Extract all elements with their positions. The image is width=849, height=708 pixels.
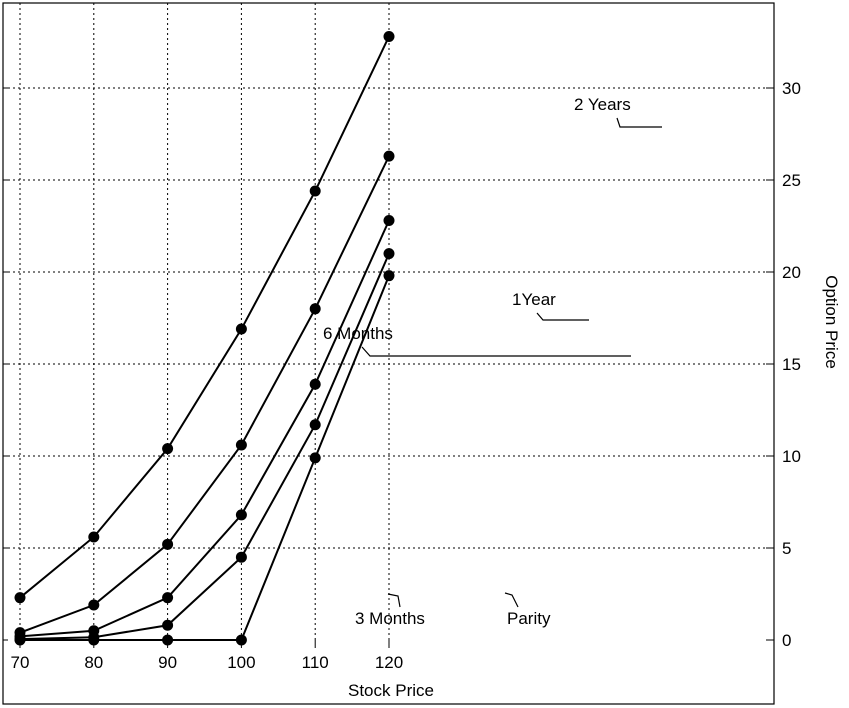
data-point-2-years [14,592,26,604]
y-axis-label: Option Price [822,275,841,369]
data-point-1year [162,538,174,550]
data-point-parity [235,634,247,646]
leader-3-months [387,593,401,608]
x-tick-label: 70 [11,653,30,672]
y-tick-label: 25 [782,171,801,190]
grid [3,3,774,640]
y-tick-labels: 0 5 10 15 20 25 30 [782,79,801,650]
x-axis-label: Stock Price [348,681,434,700]
data-point-2-years [88,531,100,543]
series-line-1year [19,155,390,634]
y-tick-label: 20 [782,263,801,282]
x-tick-label: 120 [375,653,403,672]
leader-1year [536,312,589,321]
data-point-1year [309,303,321,315]
leader-2-years [616,117,662,128]
x-tick-label: 80 [84,653,103,672]
y-tick-label: 15 [782,355,801,374]
data-point-parity [14,634,26,646]
data-point-3-months [383,248,395,260]
axis-ticks [3,87,774,648]
series-line-6-months [19,220,390,638]
y-tick-label: 10 [782,447,801,466]
data-point-1year [235,439,247,451]
data-point-1year [383,150,395,162]
data-point-parity [162,634,174,646]
data-point-2-years [162,443,174,455]
x-tick-label: 100 [227,653,255,672]
annotation-3-months: 3 Months [355,609,425,628]
annotation-leaders [361,117,662,608]
annotation-6-months: 6 Months [323,324,393,343]
annotation-parity: Parity [507,609,551,628]
data-point-3-months [309,419,321,431]
data-point-3-months [235,551,247,563]
data-points [14,30,395,646]
annotation-1year: 1Year [512,290,556,309]
x-tick-label: 110 [302,653,329,672]
y-tick-label: 30 [782,79,801,98]
x-tick-labels: 70 80 90 100 110 120 [11,653,404,672]
data-point-6-months [235,509,247,521]
data-point-6-months [162,592,174,604]
y-tick-label: 5 [782,539,791,558]
data-point-6-months [309,378,321,390]
leader-6-months [361,346,631,357]
data-point-parity [383,270,395,282]
plot-frame [2,2,775,705]
data-point-3-months [162,619,174,631]
annotation-2-years: 2 Years [574,95,631,114]
data-point-2-years [309,185,321,197]
series-line-2-years [19,36,390,599]
x-tick-label: 90 [158,653,177,672]
leader-parity [504,592,519,608]
data-point-parity [309,452,321,464]
series-line-parity [20,275,390,641]
series-line-3-months [19,253,390,641]
data-point-2-years [235,323,247,335]
data-point-parity [88,634,100,646]
y-tick-label: 0 [782,631,791,650]
data-point-2-years [383,30,395,42]
data-point-6-months [383,214,395,226]
series-lines [19,36,390,641]
data-point-1year [88,599,100,611]
